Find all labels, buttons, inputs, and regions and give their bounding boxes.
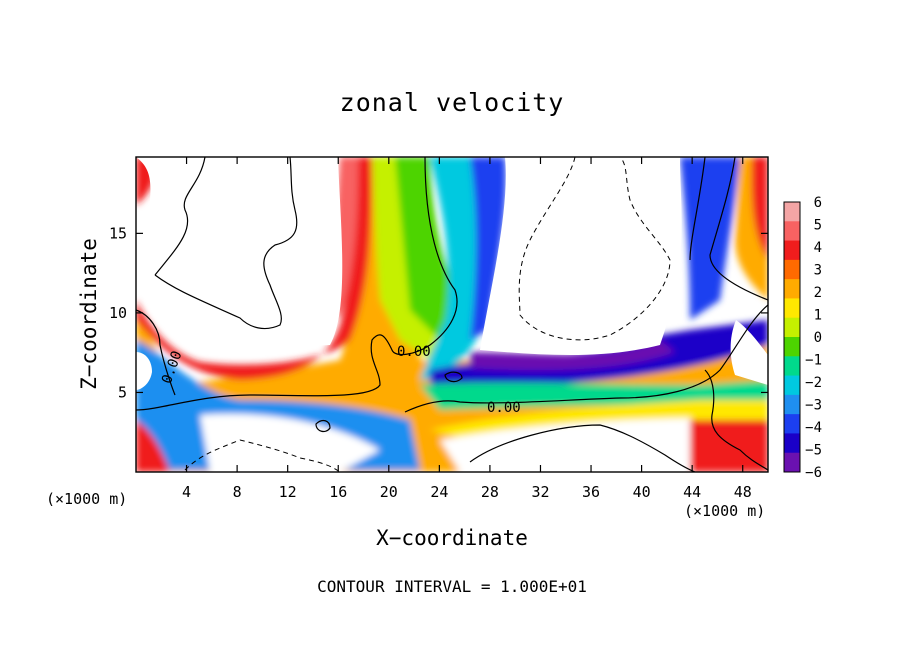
plot-frame [135, 156, 769, 473]
x-tick-label: 36 [582, 483, 600, 501]
x-tick-label: 44 [683, 483, 701, 501]
contour-lines [136, 157, 768, 472]
colorbar-swatch [784, 202, 800, 222]
x-axis-label: X−coordinate [376, 526, 528, 550]
colorbar-label: −3 [805, 398, 822, 414]
x-unit-left: (×1000 m) [46, 490, 128, 508]
colorbar-swatch [784, 317, 800, 338]
colorbar-swatch [784, 240, 800, 261]
colorbar-label: 6 [814, 195, 822, 211]
colorbar-swatch [784, 433, 800, 454]
colorbar-swatch [784, 279, 800, 299]
colorbar-label: −2 [805, 375, 822, 391]
colorbar-label: 4 [814, 240, 822, 256]
colorbar-label: −5 [805, 443, 822, 459]
x-tick-label: 48 [734, 483, 752, 501]
y-tick-label: 10 [109, 304, 127, 322]
colorbar-label: 3 [814, 263, 822, 279]
colorbar-label: 0 [814, 330, 822, 346]
x-tick-label: 16 [329, 483, 347, 501]
colorbar-label: 5 [814, 218, 822, 234]
chart-title: zonal velocity [339, 88, 565, 117]
velocity-field [136, 157, 768, 472]
colorbar-swatch [784, 414, 800, 434]
contour-interval-note: CONTOUR INTERVAL = 1.000E+01 [317, 577, 587, 596]
colorbar-swatch [784, 298, 800, 319]
x-tick-label: 32 [531, 483, 549, 501]
colorbar: 6 5 4 3 2 1 0 −1 −2 −3 −4 −5 −6 [783, 195, 822, 481]
negative-contours [184, 157, 671, 472]
y-tick-label: 15 [109, 224, 127, 242]
colorbar-swatch [784, 221, 800, 242]
colorbar-swatch [784, 337, 800, 357]
x-tick-label: 12 [279, 483, 297, 501]
x-tick-label: 24 [430, 483, 448, 501]
colorbar-swatch [784, 375, 800, 396]
contour-label: 0.00 [487, 400, 521, 416]
x-tick-label: 8 [233, 483, 242, 501]
colorbar-swatch [784, 356, 800, 377]
colorbar-label: −6 [805, 465, 822, 481]
colorbar-swatch [784, 259, 800, 280]
x-tick-label: 28 [481, 483, 499, 501]
colorbar-label: 2 [814, 285, 822, 301]
x-tick-label: 4 [182, 483, 191, 501]
colorbar-label: 1 [814, 308, 822, 324]
x-tick-label: 40 [633, 483, 651, 501]
colorbar-label: −4 [805, 420, 822, 436]
x-tick-label: 20 [380, 483, 398, 501]
colorbar-swatch [784, 394, 800, 415]
y-axis-label: Z−coordinate [77, 238, 101, 390]
colorbar-swatch [784, 452, 800, 473]
x-unit-right: (×1000 m) [684, 502, 766, 520]
y-tick-label: 5 [118, 383, 127, 401]
colorbar-label: −1 [805, 353, 822, 369]
colorbar-frame [783, 201, 801, 473]
contour-label: 0.00 [397, 344, 431, 360]
